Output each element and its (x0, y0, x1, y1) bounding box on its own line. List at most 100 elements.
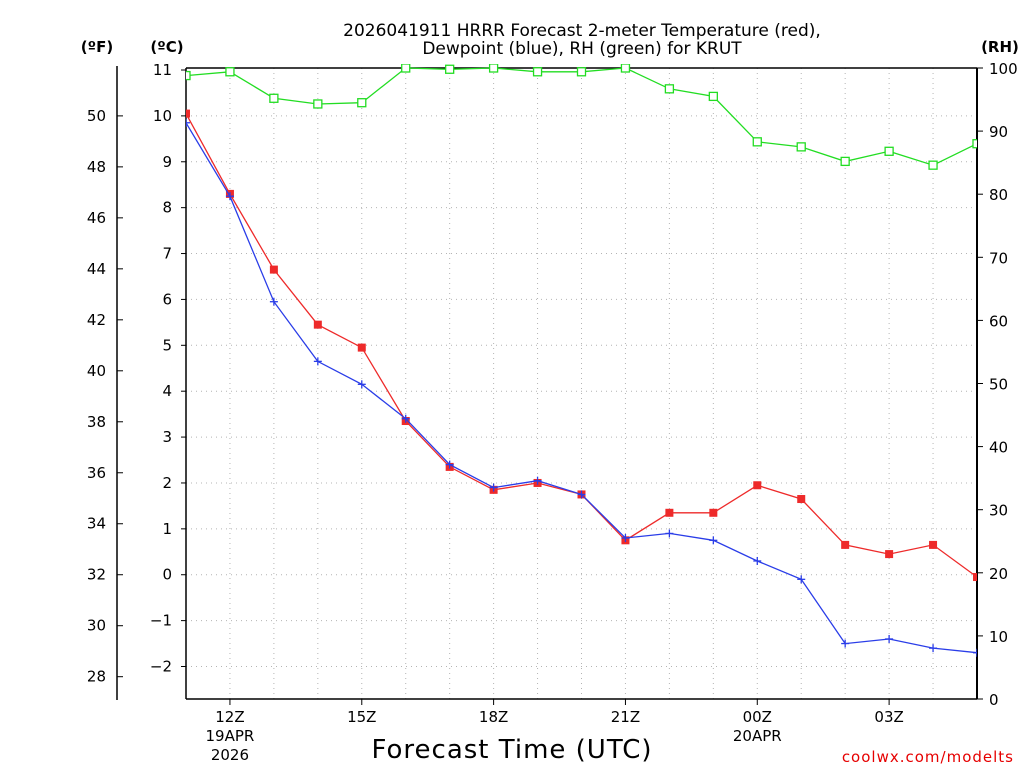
temperature-point (973, 573, 977, 582)
rh-tick-label: 10 (989, 628, 1008, 646)
rh-tick-label: 60 (989, 312, 1008, 330)
temperature-point (709, 508, 718, 517)
x-tick-label: 00Z (743, 708, 772, 726)
temperature-point (885, 550, 894, 559)
rh-point (620, 64, 631, 73)
dewpoint-series (186, 118, 977, 657)
tick-labels: 11109876543210−1−25048464442403836343230… (87, 60, 1018, 764)
rh-point (972, 139, 977, 149)
fahrenheit-tick-label: 48 (87, 158, 106, 176)
x-tick-year: 2026 (211, 746, 249, 764)
x-tick-date: 19APR (206, 727, 255, 745)
dewpoint-point (665, 529, 674, 538)
rh-point (401, 64, 411, 73)
dewpoint-point (797, 575, 806, 584)
rh-tick-label: 100 (989, 60, 1018, 78)
chart-title-line1: 2026041911 HRRR Forecast 2-meter Tempera… (343, 21, 821, 41)
rh-point (357, 98, 367, 108)
celsius-unit-label: (ºC) (150, 38, 183, 56)
temperature-point (186, 109, 190, 118)
dewpoint-point (885, 634, 894, 643)
celsius-tick-label: 5 (162, 336, 172, 354)
temperature-point (313, 320, 322, 329)
dewpoint-point (753, 556, 762, 565)
source-credit: coolwx.com/modelts (842, 748, 1014, 766)
dewpoint-point (709, 536, 718, 545)
celsius-tick-label: 6 (162, 290, 172, 308)
rh-point (840, 156, 850, 167)
temperature-point (269, 265, 278, 274)
rh-tick-label: 40 (989, 439, 1008, 457)
rh-point (796, 142, 806, 152)
dewpoint-point (186, 118, 190, 127)
dewpoint-point (577, 490, 586, 499)
rh-tick-label: 50 (989, 376, 1008, 394)
fahrenheit-tick-label: 28 (87, 668, 106, 686)
celsius-tick-label: 1 (162, 520, 172, 538)
dewpoint-point (489, 483, 498, 492)
dewpoint-point (621, 534, 630, 543)
dewpoint-point (357, 380, 366, 389)
rh-point (532, 67, 543, 77)
rh-point (186, 70, 191, 81)
celsius-tick-label: −1 (150, 612, 172, 630)
dewpoint-point (225, 192, 234, 201)
x-axis-title: Forecast Time (UTC) (371, 735, 652, 765)
rh-tick-label: 90 (989, 123, 1008, 141)
rh-point (928, 160, 938, 170)
fahrenheit-tick-label: 34 (87, 515, 106, 533)
x-tick-label: 18Z (479, 708, 508, 726)
celsius-tick-label: 4 (162, 382, 172, 400)
rh-point (708, 91, 718, 102)
dewpoint-point (841, 639, 850, 648)
rh-point (488, 64, 499, 73)
temperature-point (841, 540, 850, 549)
data-series (186, 64, 977, 657)
rh-tick-label: 20 (989, 565, 1008, 583)
rh-point (445, 64, 455, 74)
fahrenheit-tick-label: 36 (87, 464, 106, 482)
rh-point (576, 67, 587, 77)
fahrenheit-tick-label: 38 (87, 413, 106, 431)
rh-point (884, 146, 894, 156)
dewpoint-point (401, 414, 410, 423)
celsius-tick-label: 11 (153, 61, 172, 79)
celsius-tick-label: 7 (162, 245, 172, 263)
temperature-point (797, 495, 806, 504)
dewpoint-point (973, 648, 977, 657)
fahrenheit-tick-label: 42 (87, 311, 106, 329)
celsius-tick-label: 8 (162, 199, 172, 217)
rh-point (269, 93, 279, 103)
x-tick-date: 20APR (733, 727, 782, 745)
rh-point (225, 67, 235, 77)
x-tick-label: 15Z (347, 708, 376, 726)
x-tick-label: 21Z (611, 708, 640, 726)
temperature-point (357, 343, 366, 352)
x-tick-label: 03Z (874, 708, 903, 726)
temperature-point (753, 481, 762, 490)
chart-title-line2: Dewpoint (blue), RH (green) for KRUT (422, 39, 742, 59)
fahrenheit-tick-label: 44 (87, 260, 106, 278)
grid (186, 68, 977, 699)
temperature-point (665, 508, 674, 517)
dewpoint-point (445, 460, 454, 469)
dewpoint-point (313, 357, 322, 366)
celsius-tick-label: 3 (162, 428, 172, 446)
x-tick-label: 12Z (215, 708, 244, 726)
fahrenheit-tick-label: 46 (87, 209, 106, 227)
rh-unit-label: (RH) (981, 38, 1019, 56)
dewpoint-point (533, 476, 542, 485)
series-clipped-group (186, 64, 977, 657)
rh-series (186, 64, 977, 170)
dewpoint-point (929, 644, 938, 653)
fahrenheit-tick-label: 50 (87, 107, 106, 125)
fahrenheit-tick-label: 40 (87, 362, 106, 380)
fahrenheit-tick-label: 30 (87, 617, 106, 635)
rh-tick-label: 30 (989, 502, 1008, 520)
rh-point (664, 84, 675, 94)
celsius-tick-label: 2 (162, 474, 172, 492)
celsius-tick-label: 10 (153, 107, 172, 125)
celsius-tick-label: 9 (162, 153, 172, 171)
